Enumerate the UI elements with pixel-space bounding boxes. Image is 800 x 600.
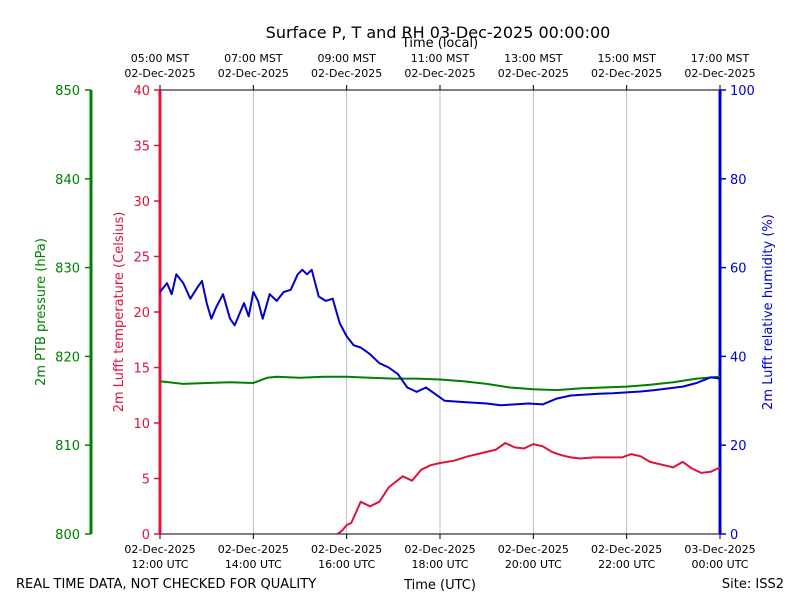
top-tick-date: 02-Dec-2025 — [684, 67, 755, 80]
x-tick-date: 02-Dec-2025 — [498, 543, 569, 556]
top-tick-date: 02-Dec-2025 — [311, 67, 382, 80]
top-tick-date: 02-Dec-2025 — [404, 67, 475, 80]
x-tick-date: 02-Dec-2025 — [218, 543, 289, 556]
top-tick-date: 02-Dec-2025 — [498, 67, 569, 80]
top-tick-time: 07:00 MST — [224, 52, 283, 65]
pressure-tick-label: 840 — [55, 173, 80, 188]
chart-title: Surface P, T and RH 03-Dec-2025 00:00:00 — [266, 23, 611, 42]
pressure-series-line — [159, 375, 721, 392]
x-tick-time: 16:00 UTC — [318, 558, 375, 571]
temperature-tick-label: 30 — [133, 195, 150, 210]
x-tick-time: 18:00 UTC — [411, 558, 468, 571]
temperature-tick-label: 35 — [133, 140, 150, 155]
top-tick-time: 09:00 MST — [317, 52, 376, 65]
pressure-axis-label: 2m PTB pressure (hPa) — [34, 238, 49, 386]
x-tick-date: 02-Dec-2025 — [124, 543, 195, 556]
top-tick-date: 02-Dec-2025 — [218, 67, 289, 80]
pressure-tick-label: 810 — [55, 439, 80, 454]
temperature-series-line — [336, 442, 721, 535]
temperature-tick-label: 40 — [133, 84, 150, 99]
temperature-tick-label: 5 — [142, 473, 150, 488]
top-tick-time: 15:00 MST — [597, 52, 656, 65]
pressure-tick-label: 800 — [55, 528, 80, 543]
temperature-tick-label: 10 — [133, 417, 150, 432]
temperature-tick-label: 0 — [142, 528, 150, 543]
pressure-tick-label: 830 — [55, 262, 80, 277]
x-tick-time: 00:00 UTC — [691, 558, 748, 571]
temperature-tick-label: 15 — [133, 362, 150, 377]
top-tick-time: 05:00 MST — [131, 52, 190, 65]
humidity-tick-label: 60 — [730, 262, 747, 277]
humidity-tick-label: 100 — [730, 84, 755, 99]
x-tick-time: 20:00 UTC — [505, 558, 562, 571]
x-tick-time: 22:00 UTC — [598, 558, 655, 571]
temperature-tick-label: 20 — [133, 306, 150, 321]
pressure-tick-label: 820 — [55, 350, 80, 365]
pressure-tick-label: 850 — [55, 84, 80, 99]
top-tick-time: 17:00 MST — [691, 52, 750, 65]
temperature-tick-label: 25 — [133, 251, 150, 266]
humidity-tick-label: 80 — [730, 173, 747, 188]
plot-layer: 02-Dec-2025 12:00 UTC 02-Dec-2025 14:00 UTC… — [55, 52, 755, 571]
x-axis-label: Time (UTC) — [403, 578, 476, 593]
quality-disclaimer: REAL TIME DATA, NOT CHECKED FOR QUALITY — [16, 577, 316, 592]
humidity-tick-label: 0 — [730, 528, 738, 543]
top-tick-date: 02-Dec-2025 — [591, 67, 662, 80]
x-tick-date: 03-Dec-2025 — [684, 543, 755, 556]
humidity-tick-label: 40 — [730, 350, 747, 365]
top-tick-date: 02-Dec-2025 — [124, 67, 195, 80]
humidity-series-line — [159, 268, 721, 407]
top-tick-time: 11:00 MST — [411, 52, 470, 65]
x-tick-date: 02-Dec-2025 — [404, 543, 475, 556]
x-tick-time: 14:00 UTC — [225, 558, 282, 571]
humidity-axis-label: 2m Lufft relative humidity (%) — [761, 214, 776, 410]
x-tick-time: 12:00 UTC — [131, 558, 188, 571]
humidity-tick-label: 20 — [730, 439, 747, 454]
top-tick-time: 13:00 MST — [504, 52, 563, 65]
x-tick-date: 02-Dec-2025 — [591, 543, 662, 556]
site-label: Site: ISS2 — [722, 577, 784, 592]
temperature-axis-label: 2m Lufft temperature (Celsius) — [112, 212, 127, 413]
x-tick-date: 02-Dec-2025 — [311, 543, 382, 556]
top-axis-title: Time (local) — [401, 36, 478, 51]
